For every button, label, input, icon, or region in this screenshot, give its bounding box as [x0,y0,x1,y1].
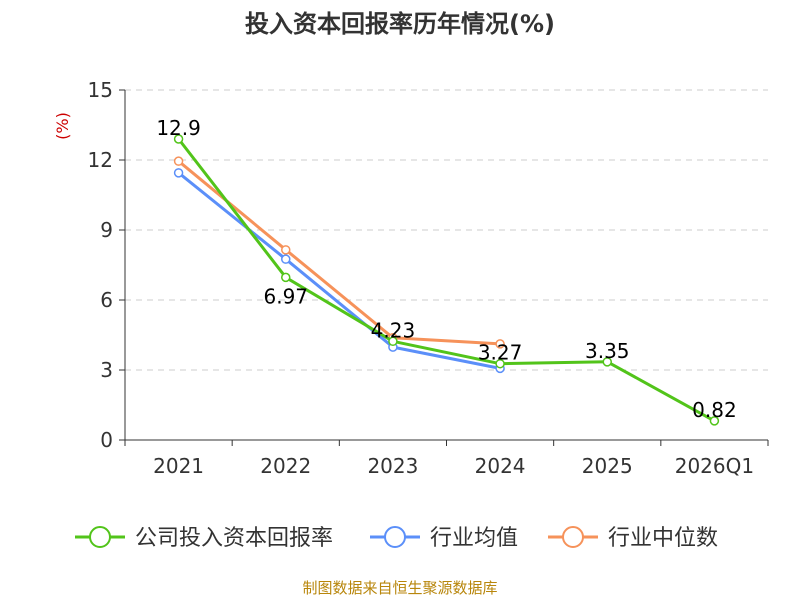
point-s0-2024 [495,358,505,369]
legend-label-2: 行业中位数 [608,526,718,551]
point-s1-2022 [281,254,291,264]
legend-label-1: 行业均值 [430,526,518,551]
data-label-2023: 4.23 [371,318,416,342]
point-s0-2026Q1 [709,416,720,426]
data-label-2021: 12.9 [156,116,201,140]
source-note: 制图数据来自恒生聚源数据库 [302,579,497,597]
legend-marker-0 [89,526,111,548]
legend: 公司投入资本回报率 行业均值 行业中位数 [75,526,718,551]
point-s2-2021 [173,156,184,166]
x-tick-label-2025: 2025 [582,454,633,478]
y-tick-label-15: 15 [88,78,113,102]
y-tick-label-0: 0 [100,428,113,452]
y-axis-unit-label: (%) [53,112,72,140]
data-label-2024: 3.27 [478,341,523,365]
axes: 0 3 6 9 12 15 2021 2022 2023 2024 2025 2026Q1 [88,78,769,478]
series-group [173,134,720,426]
data-label-2022: 6.97 [263,284,308,308]
series-line-2 [177,160,501,346]
legend-marker-2 [562,526,584,548]
series-line-0 [177,138,716,423]
series-line-1 [177,171,501,370]
point-s2-2022 [281,245,291,255]
data-label-2025: 3.35 [585,339,630,363]
point-s0-2021 [173,134,184,144]
x-tick-label-2022: 2022 [260,454,311,478]
point-s0-2023 [388,336,398,347]
point-s1-2021 [173,168,184,178]
data-label-2026Q1: 0.82 [692,398,737,422]
y-tick-label-6: 6 [100,288,113,312]
y-tick-label-3: 3 [100,358,113,382]
legend-marker-1 [384,526,406,548]
point-s0-2025 [602,357,612,367]
legend-label-0: 公司投入资本回报率 [135,526,333,551]
grid-lines [125,89,768,371]
y-tick-label-9: 9 [100,218,113,242]
point-s0-2022 [281,272,291,283]
x-tick-label-2023: 2023 [367,454,418,478]
x-tick-label-2021: 2021 [153,454,204,478]
x-tick-label-2024: 2024 [475,454,526,478]
y-tick-label-12: 12 [88,148,113,172]
x-tick-label-2026Q1: 2026Q1 [675,454,754,478]
data-labels: 12.9 6.97 4.23 3.27 3.35 0.82 [156,116,736,422]
point-s2-2024 [495,339,505,349]
chart-title: 投入资本回报率历年情况(%) [245,10,555,38]
